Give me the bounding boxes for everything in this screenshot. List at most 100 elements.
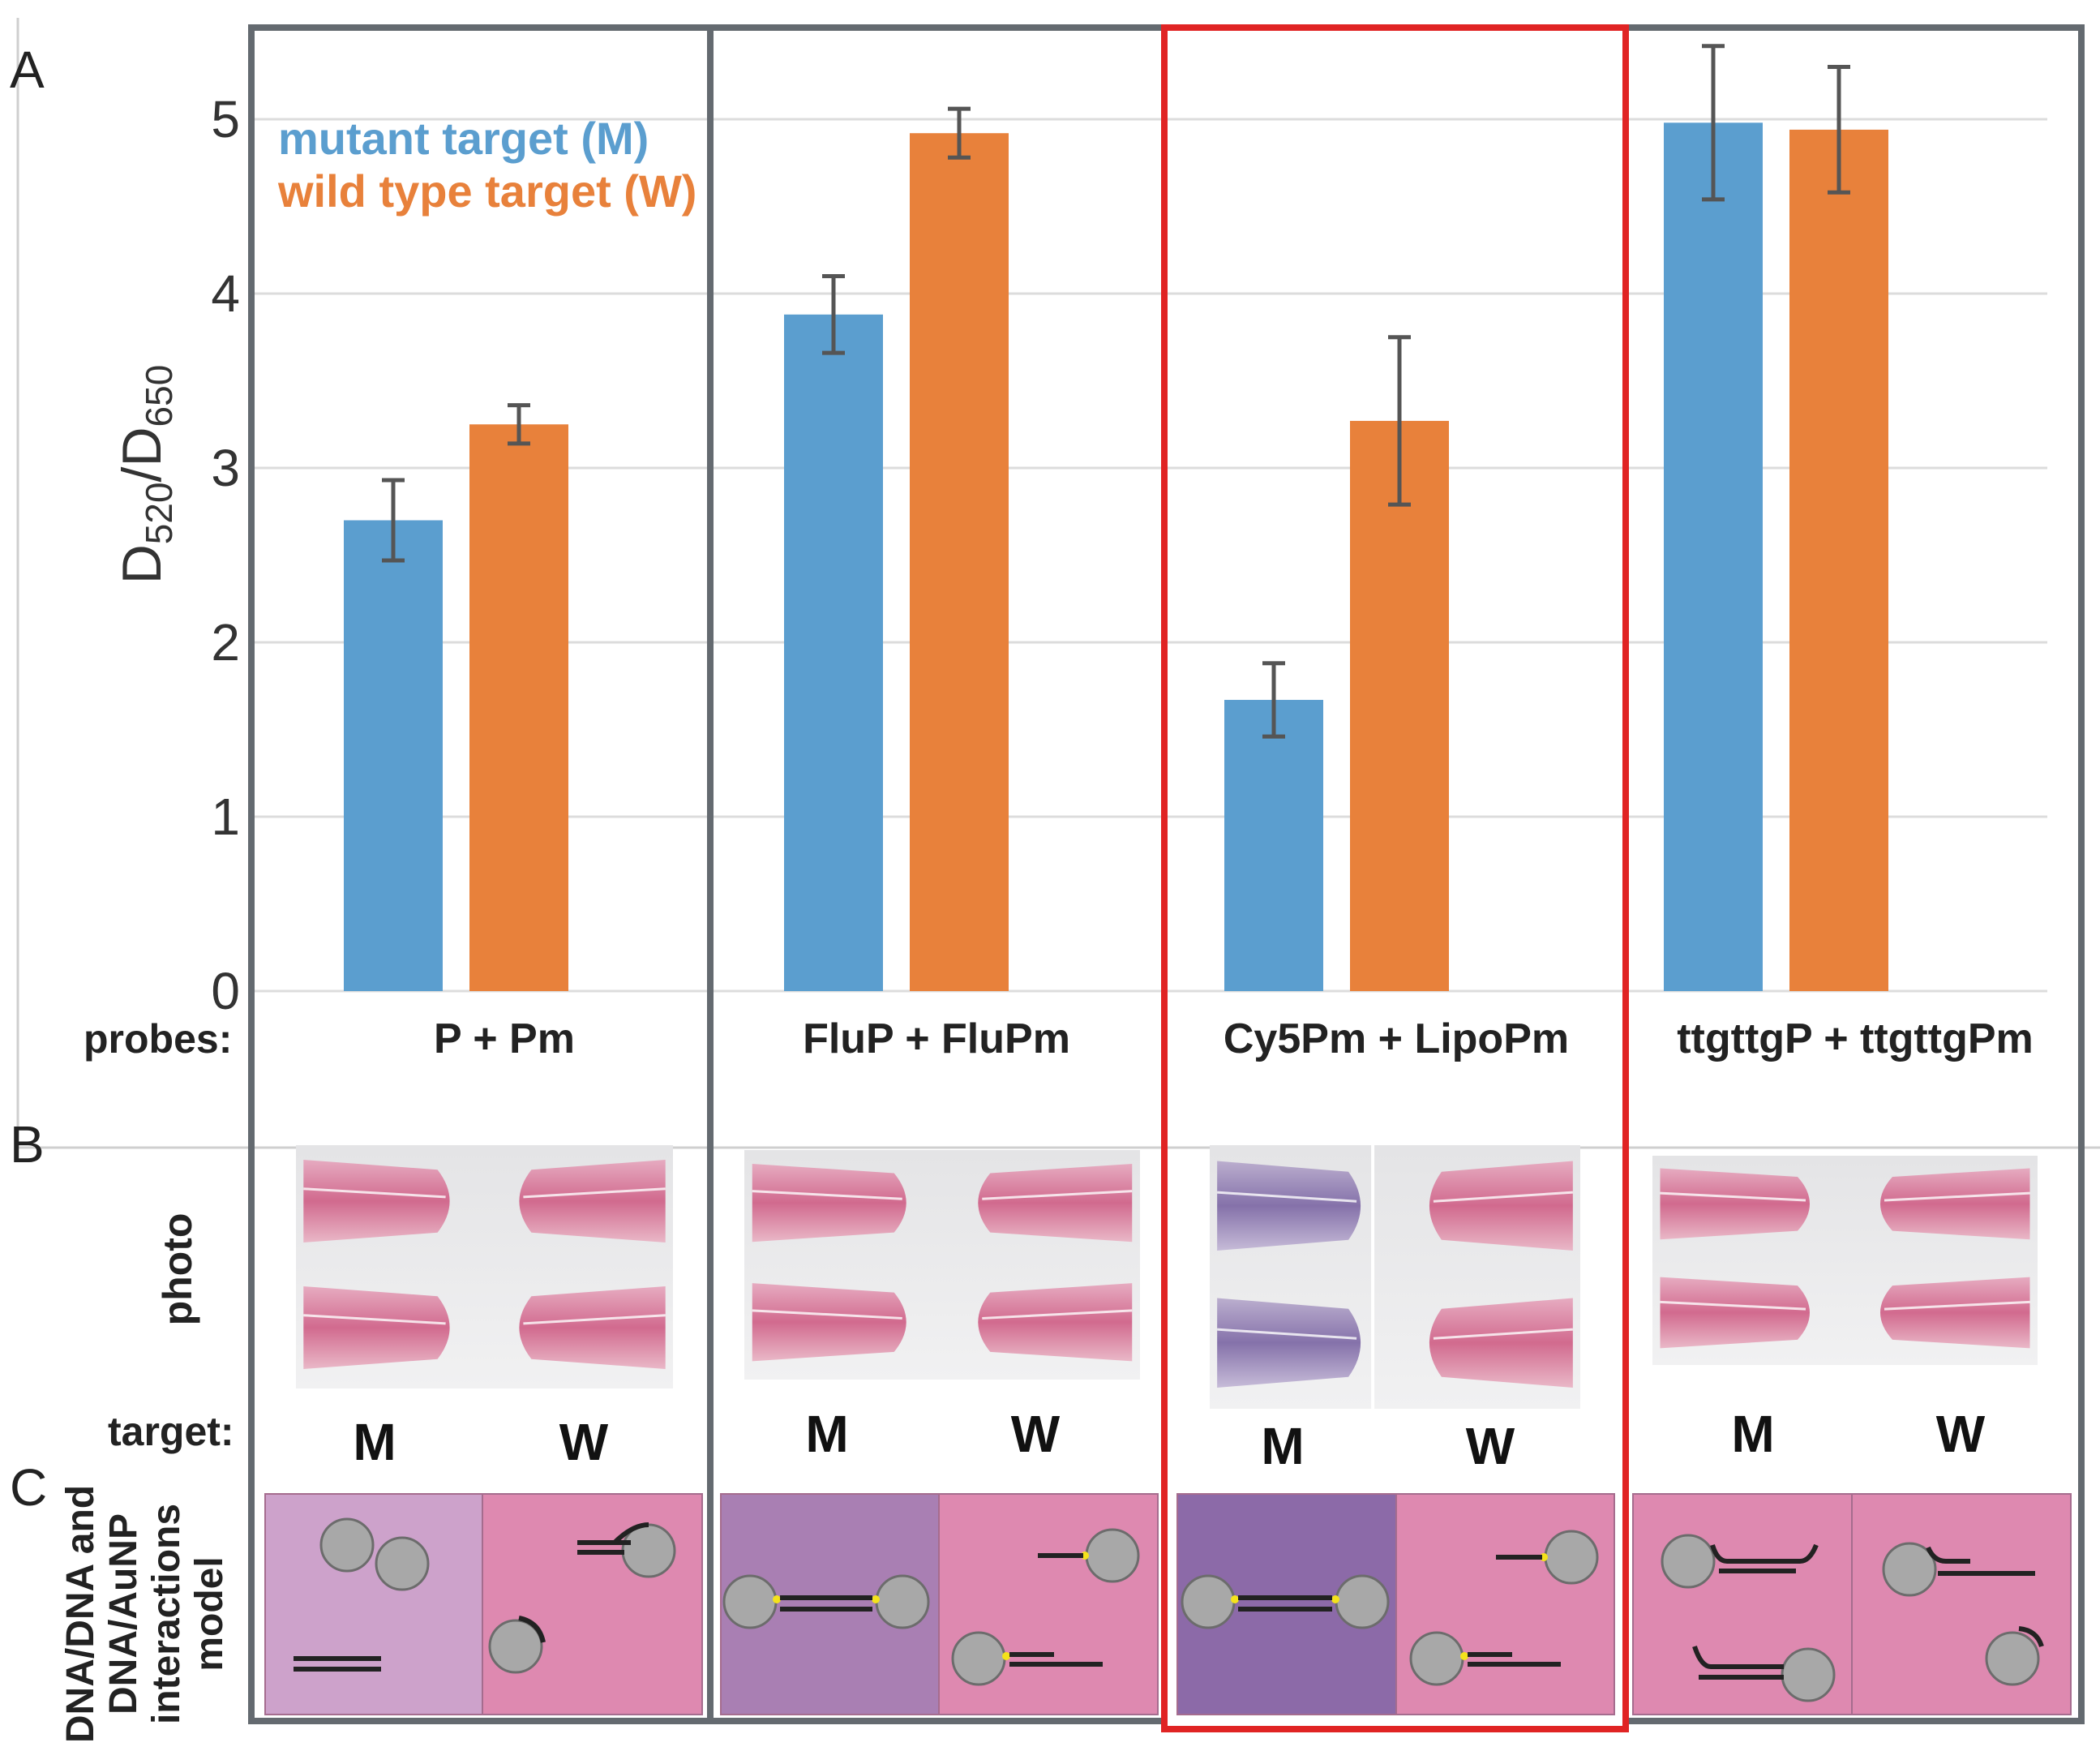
target-m-2: M xyxy=(805,1405,848,1463)
aunp-6a xyxy=(1544,1530,1599,1585)
target-m-4: M xyxy=(1731,1405,1774,1463)
tube-2-3 xyxy=(752,1283,906,1362)
aunp-5a xyxy=(1181,1574,1236,1629)
target-w-4: W xyxy=(1936,1405,1986,1463)
aunp-4b xyxy=(951,1631,1006,1686)
panel-label-b: B xyxy=(10,1115,45,1174)
tube-4-4 xyxy=(1880,1277,2030,1349)
error-bar-mutant-4 xyxy=(1702,44,1725,202)
aunp-3b xyxy=(875,1574,930,1629)
y-label-slash-d: /D xyxy=(111,427,173,482)
error-bar-mutant-1 xyxy=(382,478,405,563)
error-bar-mutant-3 xyxy=(1262,661,1285,739)
model-label-line4: model xyxy=(188,1556,231,1671)
error-bar-wild-2 xyxy=(948,106,971,160)
aunp-8b xyxy=(1985,1631,2040,1686)
model-label-line3: interactions xyxy=(145,1504,188,1724)
error-bar-wild-3 xyxy=(1388,335,1411,507)
model-cell-1 xyxy=(264,1493,483,1715)
tube-2-1 xyxy=(752,1163,906,1243)
y-tick-3: 3 xyxy=(211,439,240,497)
x-tick-2: FluP + FluPm xyxy=(803,1015,1070,1062)
bar-wild-2 xyxy=(910,133,1009,992)
model-label-line2: DNA/AuNP xyxy=(102,1513,145,1715)
y-label-sub-520: 520 xyxy=(138,482,180,544)
error-bar-wild-1 xyxy=(508,403,530,446)
tube-3-1 xyxy=(1217,1161,1361,1251)
aunp-2b xyxy=(488,1619,543,1674)
y-tick-2: 2 xyxy=(211,613,240,672)
bar-wild-4 xyxy=(1789,129,1888,991)
y-label-d: D xyxy=(111,544,173,584)
y-label-sub-650: 650 xyxy=(138,365,180,427)
model-label-line1: DNA/DNA and xyxy=(59,1485,102,1743)
bars xyxy=(344,44,1888,992)
interaction-diagrams xyxy=(294,1517,2044,1702)
y-tick-4: 4 xyxy=(211,264,240,323)
panel-label-c: C xyxy=(10,1458,47,1517)
tube-2-2 xyxy=(978,1163,1133,1243)
aunp-4a xyxy=(1085,1528,1140,1583)
x-tick-labels: P + Pm FluP + FluPm Cy5Pm + LipoPm ttgttgP … xyxy=(434,1015,2034,1062)
photos xyxy=(296,1145,2038,1409)
bar-mutant-2 xyxy=(784,314,883,991)
tube-1-3 xyxy=(303,1286,450,1369)
aunp-1a xyxy=(319,1517,375,1573)
photo-3 xyxy=(1210,1145,1580,1409)
tube-3-3 xyxy=(1217,1298,1361,1388)
aunp-1b xyxy=(375,1536,430,1591)
tube-4-2 xyxy=(1880,1168,2030,1240)
tube-4-1 xyxy=(1660,1168,1810,1240)
aunp-3a xyxy=(722,1574,778,1629)
legend-mutant: mutant target (M) xyxy=(278,113,649,164)
tube-2-4 xyxy=(978,1283,1133,1362)
bar-mutant-1 xyxy=(344,520,443,991)
target-label: target: xyxy=(108,1409,234,1454)
tube-3-2 xyxy=(1429,1161,1573,1251)
error-bar-mutant-2 xyxy=(822,274,845,355)
photo-label: photo xyxy=(155,1213,200,1326)
aunp-8a xyxy=(1882,1542,1937,1597)
legend-wild: wild type target (W) xyxy=(277,165,696,217)
y-tick-1: 1 xyxy=(211,788,240,846)
y-axis-label: D520/D650 xyxy=(111,365,180,585)
aunp-7a xyxy=(1661,1534,1716,1589)
bar-mutant-3 xyxy=(1224,699,1323,991)
y-tick-5: 5 xyxy=(211,90,240,148)
svg-text:D520/D650: D520/D650 xyxy=(111,365,180,585)
x-tick-3: Cy5Pm + LipoPm xyxy=(1224,1015,1569,1062)
y-tick-labels: 0 1 2 3 4 5 xyxy=(211,90,240,1020)
tube-3-4 xyxy=(1429,1298,1573,1388)
tube-1-4 xyxy=(519,1286,666,1369)
tube-4-3 xyxy=(1660,1277,1810,1349)
target-m-1: M xyxy=(353,1413,396,1471)
aunp-6b xyxy=(1409,1631,1464,1686)
tube-1-1 xyxy=(303,1160,450,1243)
error-bar-wild-4 xyxy=(1828,65,1850,195)
bar-wild-1 xyxy=(469,424,568,991)
model-cell-2 xyxy=(482,1493,703,1715)
target-letters: M W M W M W M W xyxy=(353,1405,1985,1475)
target-w-2: W xyxy=(1011,1405,1061,1463)
tube-1-2 xyxy=(519,1160,666,1243)
model-cell-8 xyxy=(1851,1493,2072,1715)
bar-mutant-4 xyxy=(1664,122,1763,991)
aunp-5b xyxy=(1335,1574,1390,1629)
bar-wild-3 xyxy=(1350,420,1449,991)
target-m-3: M xyxy=(1261,1417,1304,1475)
photo-1 xyxy=(296,1145,673,1388)
target-w-3: W xyxy=(1466,1417,1515,1475)
group-frame-cy5pm-lipopm-highlight xyxy=(1161,24,1629,1732)
panel-label-a: A xyxy=(10,41,45,99)
x-tick-4: ttgttgP + ttgttgPm xyxy=(1677,1015,2034,1062)
probes-label: probes: xyxy=(84,1016,232,1062)
group-frames xyxy=(248,24,2085,1732)
x-tick-1: P + Pm xyxy=(434,1015,575,1062)
y-tick-0: 0 xyxy=(211,962,240,1020)
photo-2 xyxy=(744,1150,1140,1380)
aunp-7b xyxy=(1781,1647,1836,1702)
model-label: DNA/DNA and DNA/AuNP interactions model xyxy=(59,1485,231,1743)
target-w-1: W xyxy=(559,1413,609,1471)
photo-4 xyxy=(1652,1156,2038,1365)
